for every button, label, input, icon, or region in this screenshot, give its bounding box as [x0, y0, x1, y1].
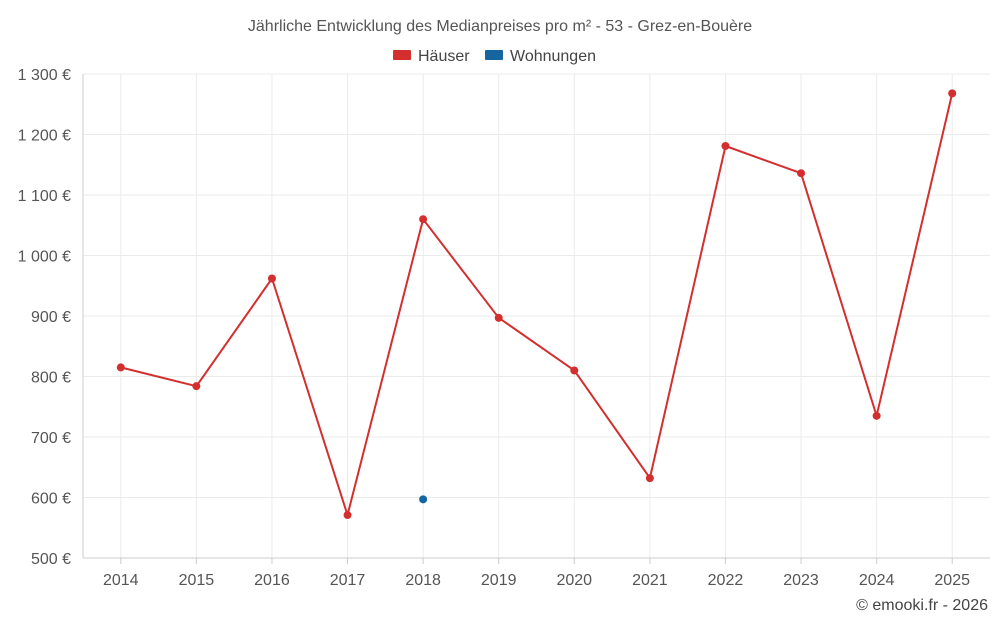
y-tick-label: 1 300 €	[18, 67, 71, 84]
x-tick-label: 2023	[783, 572, 819, 589]
x-tick-label: 2016	[254, 572, 290, 589]
footer-credit: © emooki.fr - 2026	[856, 597, 988, 614]
data-point-haeuser[interactable]	[116, 363, 125, 372]
data-point-haeuser[interactable]	[419, 215, 428, 224]
legend-swatch-wohnungen	[485, 50, 503, 60]
y-tick-label: 500 €	[31, 551, 71, 568]
legend-label-haeuser: Häuser	[418, 48, 470, 65]
y-tick-label: 800 €	[31, 370, 71, 387]
grid	[83, 73, 990, 559]
data-point-haeuser[interactable]	[343, 511, 352, 520]
axes: 500 € 600 € 700 € 800 € 900 € 1 000 € 1 100 € 1…	[18, 67, 990, 589]
x-tick-label: 2020	[556, 572, 592, 589]
x-tick-label: 2022	[708, 572, 744, 589]
y-tick-label: 1 100 €	[18, 188, 71, 205]
y-tick-label: 700 €	[31, 430, 71, 447]
data-point-haeuser[interactable]	[645, 474, 654, 483]
y-tick-label: 1 000 €	[18, 249, 71, 266]
data-point-haeuser[interactable]	[721, 141, 730, 150]
x-tick-label: 2015	[179, 572, 215, 589]
data-point-haeuser[interactable]	[872, 411, 881, 420]
y-tick-label: 1 200 €	[18, 128, 71, 145]
data-point-haeuser[interactable]	[192, 382, 201, 391]
data-point-haeuser[interactable]	[267, 274, 276, 283]
data-point-haeuser[interactable]	[570, 366, 579, 375]
legend: Häuser Wohnungen	[393, 48, 596, 65]
series-line-haeuser	[120, 93, 954, 516]
x-tick-label: 2019	[481, 572, 517, 589]
x-tick-label: 2021	[632, 572, 668, 589]
x-tick-label: 2017	[330, 572, 366, 589]
legend-label-wohnungen: Wohnungen	[510, 48, 596, 65]
legend-swatch-haeuser	[393, 50, 411, 60]
y-tick-label: 900 €	[31, 309, 71, 326]
x-tick-label: 2024	[859, 572, 895, 589]
data-point-haeuser[interactable]	[797, 169, 806, 178]
x-tick-label: 2018	[405, 572, 441, 589]
x-tick-label: 2025	[934, 572, 970, 589]
series	[116, 89, 957, 520]
data-point-haeuser[interactable]	[494, 313, 503, 322]
data-point-haeuser[interactable]	[948, 89, 957, 98]
y-tick-label: 600 €	[31, 491, 71, 508]
x-tick-label: 2014	[103, 572, 139, 589]
chart-title: Jährliche Entwicklung des Medianpreises …	[248, 18, 752, 35]
data-point-wohnungen[interactable]	[419, 495, 428, 504]
legend-item-haeuser[interactable]: Häuser	[393, 48, 470, 65]
legend-item-wohnungen[interactable]: Wohnungen	[485, 48, 596, 65]
